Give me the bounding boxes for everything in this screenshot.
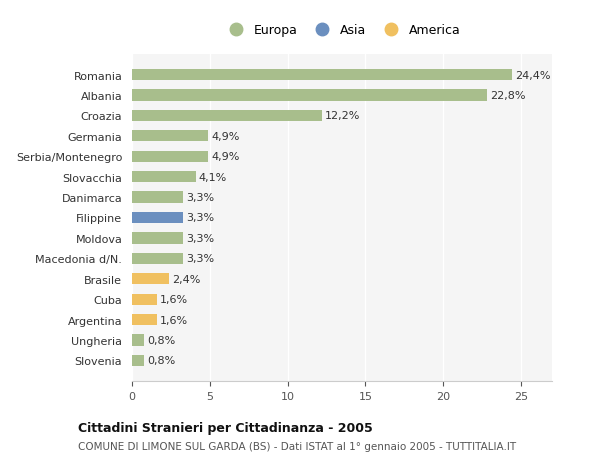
- Bar: [132, 111, 322, 122]
- Bar: [132, 90, 487, 101]
- Bar: [132, 314, 157, 325]
- Text: 4,9%: 4,9%: [211, 132, 240, 141]
- Text: 24,4%: 24,4%: [515, 71, 550, 80]
- Text: 3,3%: 3,3%: [187, 254, 215, 264]
- Bar: [132, 131, 208, 142]
- Text: 3,3%: 3,3%: [187, 233, 215, 243]
- Text: 0,8%: 0,8%: [148, 356, 176, 365]
- Text: 4,1%: 4,1%: [199, 172, 227, 182]
- Text: 2,4%: 2,4%: [172, 274, 201, 284]
- Text: 1,6%: 1,6%: [160, 295, 188, 304]
- Bar: [132, 70, 512, 81]
- Bar: [132, 233, 184, 244]
- Bar: [132, 355, 145, 366]
- Text: 0,8%: 0,8%: [148, 335, 176, 345]
- Bar: [132, 172, 196, 183]
- Text: 3,3%: 3,3%: [187, 193, 215, 203]
- Bar: [132, 192, 184, 203]
- Bar: [132, 253, 184, 264]
- Text: Cittadini Stranieri per Cittadinanza - 2005: Cittadini Stranieri per Cittadinanza - 2…: [78, 421, 373, 434]
- Bar: [132, 294, 157, 305]
- Bar: [132, 335, 145, 346]
- Legend: Europa, Asia, America: Europa, Asia, America: [218, 19, 466, 42]
- Text: 4,9%: 4,9%: [211, 152, 240, 162]
- Text: 1,6%: 1,6%: [160, 315, 188, 325]
- Bar: [132, 151, 208, 162]
- Text: 3,3%: 3,3%: [187, 213, 215, 223]
- Bar: [132, 274, 169, 285]
- Text: 12,2%: 12,2%: [325, 111, 360, 121]
- Text: 22,8%: 22,8%: [490, 91, 525, 101]
- Bar: [132, 213, 184, 224]
- Text: COMUNE DI LIMONE SUL GARDA (BS) - Dati ISTAT al 1° gennaio 2005 - TUTTITALIA.IT: COMUNE DI LIMONE SUL GARDA (BS) - Dati I…: [78, 441, 516, 451]
